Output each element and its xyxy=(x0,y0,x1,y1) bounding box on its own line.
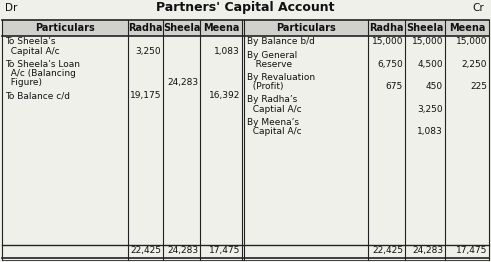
Bar xyxy=(2,20,489,36)
Text: Particulars: Particulars xyxy=(276,23,336,33)
Text: Capital A/c: Capital A/c xyxy=(247,127,301,136)
Text: Radha: Radha xyxy=(369,23,404,33)
Text: 17,475: 17,475 xyxy=(456,247,487,255)
Text: 4,500: 4,500 xyxy=(417,60,443,69)
Text: 225: 225 xyxy=(470,82,487,91)
Text: Sheela: Sheela xyxy=(163,23,200,33)
Text: To Sheela’s: To Sheela’s xyxy=(5,37,55,46)
Text: Cr: Cr xyxy=(472,3,484,13)
Text: 15,000: 15,000 xyxy=(372,37,403,46)
Text: By Balance b/d: By Balance b/d xyxy=(247,37,315,46)
Text: Sheela: Sheela xyxy=(407,23,444,33)
Text: 1,083: 1,083 xyxy=(214,47,240,56)
Text: 6,750: 6,750 xyxy=(377,60,403,69)
Text: By Revaluation: By Revaluation xyxy=(247,73,315,82)
Text: 16,392: 16,392 xyxy=(209,91,240,101)
Text: 15,000: 15,000 xyxy=(456,37,487,46)
Text: A/c (Balancing: A/c (Balancing xyxy=(5,69,76,78)
Text: 3,250: 3,250 xyxy=(136,47,161,56)
Text: Partners' Capital Account: Partners' Capital Account xyxy=(156,2,334,14)
Text: Capital A/c: Capital A/c xyxy=(5,47,59,56)
Text: Captial A/c: Captial A/c xyxy=(247,105,301,114)
Text: 22,425: 22,425 xyxy=(130,247,161,255)
Text: Reserve: Reserve xyxy=(247,60,292,69)
Text: 2,250: 2,250 xyxy=(462,60,487,69)
Text: 22,425: 22,425 xyxy=(372,247,403,255)
Text: 1,083: 1,083 xyxy=(417,127,443,136)
Text: Figure): Figure) xyxy=(5,78,42,87)
Text: Particulars: Particulars xyxy=(35,23,95,33)
Text: 24,283: 24,283 xyxy=(412,247,443,255)
Text: 17,475: 17,475 xyxy=(209,247,240,255)
Text: By General: By General xyxy=(247,51,297,60)
Text: 450: 450 xyxy=(426,82,443,91)
Text: Meena: Meena xyxy=(449,23,485,33)
Text: Meena: Meena xyxy=(203,23,239,33)
Text: By Meena’s: By Meena’s xyxy=(247,118,299,127)
Text: 24,283: 24,283 xyxy=(167,78,198,87)
Text: (Profit): (Profit) xyxy=(247,82,283,91)
Text: 3,250: 3,250 xyxy=(417,105,443,114)
Text: 24,283: 24,283 xyxy=(167,247,198,255)
Text: To Sheela’s Loan: To Sheela’s Loan xyxy=(5,60,80,69)
Text: To Balance c/d: To Balance c/d xyxy=(5,91,70,101)
Text: By Radha’s: By Radha’s xyxy=(247,95,297,105)
Text: Dr: Dr xyxy=(5,3,17,13)
Text: Radha: Radha xyxy=(128,23,163,33)
Text: 19,175: 19,175 xyxy=(130,91,161,101)
Text: 675: 675 xyxy=(386,82,403,91)
Text: 15,000: 15,000 xyxy=(411,37,443,46)
